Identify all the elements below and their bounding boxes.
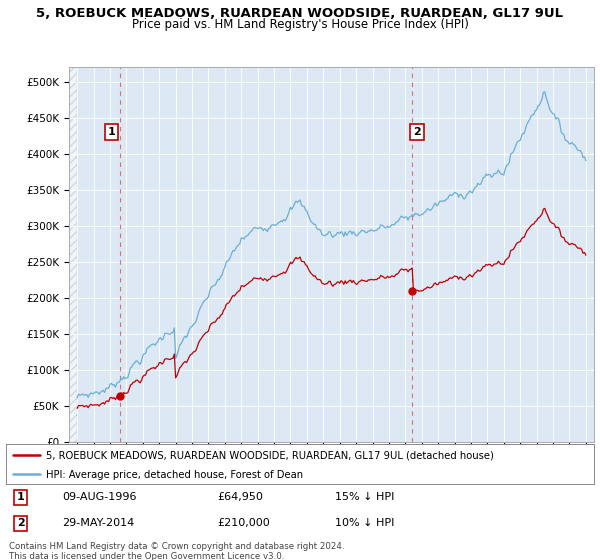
Text: 09-AUG-1996: 09-AUG-1996	[62, 492, 136, 502]
Text: £64,950: £64,950	[218, 492, 263, 502]
Text: 5, ROEBUCK MEADOWS, RUARDEAN WOODSIDE, RUARDEAN, GL17 9UL: 5, ROEBUCK MEADOWS, RUARDEAN WOODSIDE, R…	[37, 7, 563, 20]
Text: 2: 2	[17, 518, 25, 528]
Text: 15% ↓ HPI: 15% ↓ HPI	[335, 492, 395, 502]
Text: Price paid vs. HM Land Registry's House Price Index (HPI): Price paid vs. HM Land Registry's House …	[131, 18, 469, 31]
Text: 2: 2	[413, 127, 421, 137]
Text: 29-MAY-2014: 29-MAY-2014	[62, 518, 134, 528]
Text: £210,000: £210,000	[218, 518, 271, 528]
Text: 5, ROEBUCK MEADOWS, RUARDEAN WOODSIDE, RUARDEAN, GL17 9UL (detached house): 5, ROEBUCK MEADOWS, RUARDEAN WOODSIDE, R…	[46, 450, 494, 460]
Text: 10% ↓ HPI: 10% ↓ HPI	[335, 518, 395, 528]
Text: HPI: Average price, detached house, Forest of Dean: HPI: Average price, detached house, Fore…	[46, 470, 303, 480]
Text: 1: 1	[17, 492, 25, 502]
Text: 1: 1	[108, 127, 116, 137]
Text: Contains HM Land Registry data © Crown copyright and database right 2024.
This d: Contains HM Land Registry data © Crown c…	[9, 542, 344, 560]
